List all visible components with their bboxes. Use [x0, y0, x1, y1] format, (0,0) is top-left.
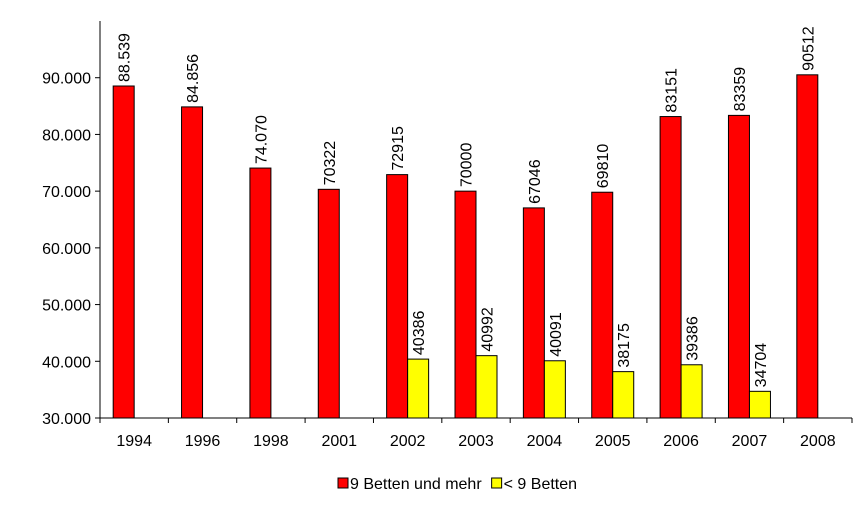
bar — [454, 190, 477, 419]
x-tick-label: 2008 — [800, 433, 836, 450]
value-label: 72915 — [390, 126, 407, 171]
x-tick-label: 2002 — [390, 433, 426, 450]
value-label: 40992 — [480, 307, 497, 352]
value-label: 69810 — [595, 144, 612, 189]
legend-swatch — [491, 477, 503, 489]
y-tick-label: 40.000 — [42, 354, 91, 371]
value-label: 90512 — [800, 26, 817, 71]
bar — [249, 167, 272, 419]
bar — [112, 85, 135, 419]
x-tick-label: 2003 — [458, 433, 494, 450]
legend-swatch — [337, 477, 349, 489]
x-tick-label: 2006 — [663, 433, 699, 450]
value-label: 88.539 — [117, 33, 134, 82]
y-tick-label: 80.000 — [42, 127, 91, 144]
x-tick-label: 2004 — [527, 433, 563, 450]
x-tick-label: 1994 — [116, 433, 152, 450]
value-label: 38175 — [616, 323, 633, 368]
value-label: 39386 — [685, 316, 702, 361]
value-label: 84.856 — [185, 54, 202, 103]
value-label: 40386 — [411, 311, 428, 356]
x-tick-label: 1996 — [185, 433, 221, 450]
value-label: 74.070 — [253, 115, 270, 164]
bar — [181, 106, 204, 419]
value-label: 83151 — [664, 68, 681, 113]
legend-label: < 9 Betten — [504, 476, 577, 493]
value-label: 83359 — [732, 67, 749, 112]
bar — [522, 207, 545, 419]
bar — [386, 174, 409, 419]
y-tick-label: 30.000 — [42, 411, 91, 428]
x-tick-label: 2005 — [595, 433, 631, 450]
legend-label: 9 Betten und mehr — [350, 476, 482, 493]
y-tick-label: 90.000 — [42, 71, 91, 88]
value-label: 34704 — [753, 343, 770, 388]
bar — [612, 371, 635, 419]
value-label: 40091 — [548, 312, 565, 357]
y-tick-label: 60.000 — [42, 241, 91, 258]
bar — [543, 360, 566, 419]
bar — [317, 188, 340, 419]
x-tick-label: 2001 — [321, 433, 357, 450]
x-tick-label: 2007 — [732, 433, 768, 450]
y-tick-label: 70.000 — [42, 184, 91, 201]
bar — [727, 114, 750, 419]
y-tick-label: 50.000 — [42, 298, 91, 315]
value-label: 70322 — [322, 141, 339, 186]
bar — [659, 116, 682, 419]
bar — [796, 74, 819, 419]
x-tick-label: 1998 — [253, 433, 289, 450]
bar — [680, 364, 703, 419]
value-label: 70000 — [459, 143, 476, 188]
value-label: 67046 — [527, 159, 544, 204]
bar — [591, 191, 614, 419]
bar — [748, 390, 771, 419]
bar — [475, 355, 498, 419]
bar — [407, 358, 430, 419]
